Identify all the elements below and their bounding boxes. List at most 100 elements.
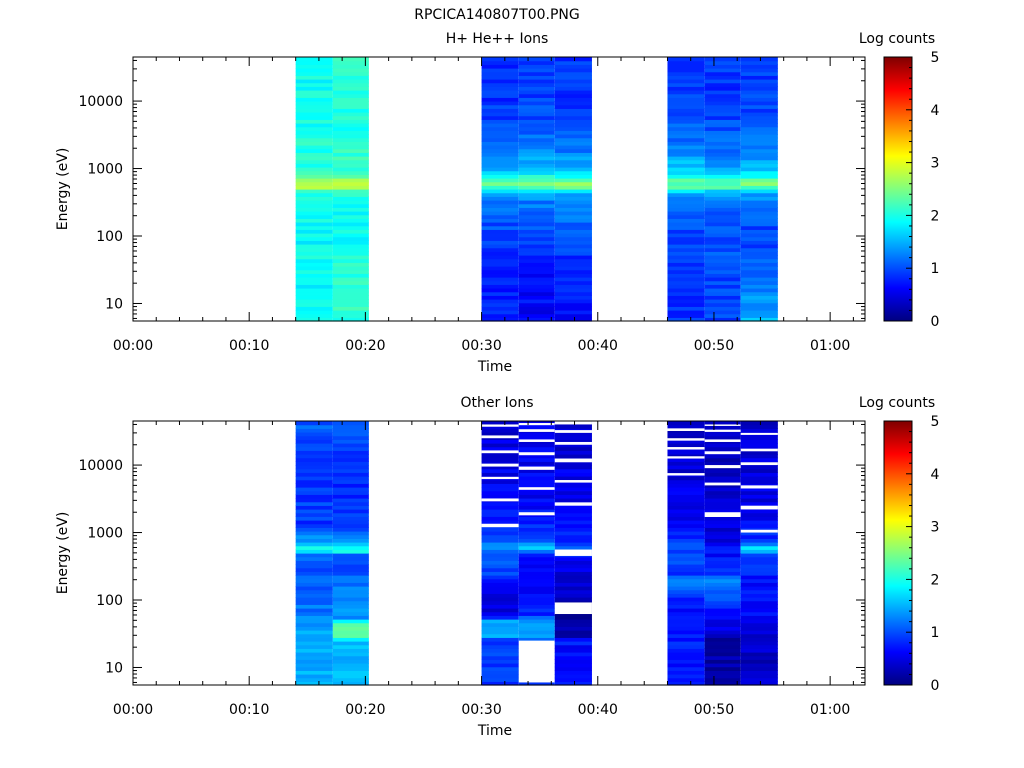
heatmap-cell (518, 571, 555, 576)
heatmap-cell (481, 670, 519, 675)
heatmap-cell (295, 527, 333, 532)
panel-title: H+ He++ Ions (446, 31, 549, 47)
heatmap-cell (332, 277, 369, 282)
heatmap-cell (518, 273, 555, 278)
heatmap-cell (704, 152, 741, 157)
heatmap-cell (554, 108, 592, 113)
heatmap-cell (332, 269, 369, 274)
heatmap-cell (554, 126, 592, 131)
heatmap-cell (554, 291, 592, 296)
heatmap-cell (332, 626, 369, 631)
heatmap-cell (518, 174, 555, 179)
heatmap-cell (667, 174, 705, 179)
heatmap-cell (554, 593, 592, 598)
heatmap-gap (518, 512, 555, 516)
heatmap-cell (554, 284, 592, 289)
heatmap-cell (554, 123, 592, 128)
heatmap-cell (295, 465, 333, 470)
heatmap-gap (740, 529, 778, 533)
heatmap-cell (667, 674, 705, 679)
heatmap-cell (554, 145, 592, 150)
heatmap-cell (554, 86, 592, 91)
heatmap-cell (518, 567, 555, 572)
heatmap-cell (667, 545, 705, 550)
heatmap-cell (740, 119, 778, 124)
heatmap-cell (518, 633, 555, 638)
heatmap-cell (295, 597, 333, 602)
heatmap-cell (481, 619, 519, 624)
heatmap-cell (667, 189, 705, 194)
heatmap-cell (740, 280, 778, 285)
heatmap-cell (667, 64, 705, 69)
heatmap-cell (554, 240, 592, 245)
heatmap-cell (481, 516, 519, 521)
heatmap-cell (481, 266, 519, 271)
heatmap-cell (518, 435, 555, 440)
panel-title: Other Ions (460, 395, 533, 411)
heatmap-cell (481, 123, 519, 128)
heatmap-cell (740, 626, 778, 631)
heatmap-cell (704, 90, 741, 95)
heatmap-cell (295, 247, 333, 252)
heatmap-cell (667, 203, 705, 208)
heatmap-cell (554, 538, 592, 543)
heatmap-cell (704, 218, 741, 223)
heatmap-cell (295, 163, 333, 168)
heatmap-cell (740, 181, 778, 186)
heatmap-cell (295, 207, 333, 212)
heatmap-cell (481, 313, 519, 318)
heatmap-cell (481, 262, 519, 267)
heatmap-gap (554, 430, 592, 433)
heatmap-cell (704, 288, 741, 293)
heatmap-cell (704, 483, 741, 488)
heatmap-cell (295, 200, 333, 205)
heatmap-cell (740, 288, 778, 293)
heatmap-cell (332, 130, 369, 135)
heatmap-cell (740, 659, 778, 664)
x-tick-label: 00:00 (113, 338, 153, 354)
heatmap-cell (518, 258, 555, 263)
heatmap-cell (518, 244, 555, 249)
heatmap-cell (332, 185, 369, 190)
heatmap-cell (295, 575, 333, 580)
heatmap-cell (554, 306, 592, 311)
heatmap-cell (332, 527, 369, 532)
heatmap-cell (667, 71, 705, 76)
heatmap-cell (481, 630, 519, 635)
heatmap-cell (704, 280, 741, 285)
heatmap-cell (554, 556, 592, 561)
heatmap-cell (740, 604, 778, 609)
heatmap-cell (295, 505, 333, 510)
heatmap-cell (481, 130, 519, 135)
heatmap-cell (704, 600, 741, 605)
heatmap-cell (518, 159, 555, 164)
heatmap-cell (554, 247, 592, 252)
heatmap-cell (481, 185, 519, 190)
heatmap-cell (667, 600, 705, 605)
heatmap-gap (481, 476, 519, 480)
heatmap-cell (667, 648, 705, 653)
heatmap-cell (740, 317, 778, 322)
heatmap-cell (295, 71, 333, 76)
heatmap-cell (518, 593, 555, 598)
heatmap-cell (554, 505, 592, 510)
heatmap-cell (332, 68, 369, 73)
heatmap-cell (481, 170, 519, 175)
heatmap-cell (704, 586, 741, 591)
heatmap-cell (295, 134, 333, 139)
heatmap-cell (481, 299, 519, 304)
heatmap-cell (704, 97, 741, 102)
heatmap-cell (704, 542, 741, 547)
heatmap-cell (554, 97, 592, 102)
heatmap-cell (481, 509, 519, 514)
heatmap-cell (518, 222, 555, 227)
heatmap-cell (295, 185, 333, 190)
heatmap-gap (518, 429, 555, 432)
heatmap-cell (740, 468, 778, 473)
heatmap-cell (740, 567, 778, 572)
heatmap-cell (518, 490, 555, 495)
heatmap-cell (481, 119, 519, 124)
heatmap-cell (295, 630, 333, 635)
heatmap-cell (481, 424, 519, 429)
